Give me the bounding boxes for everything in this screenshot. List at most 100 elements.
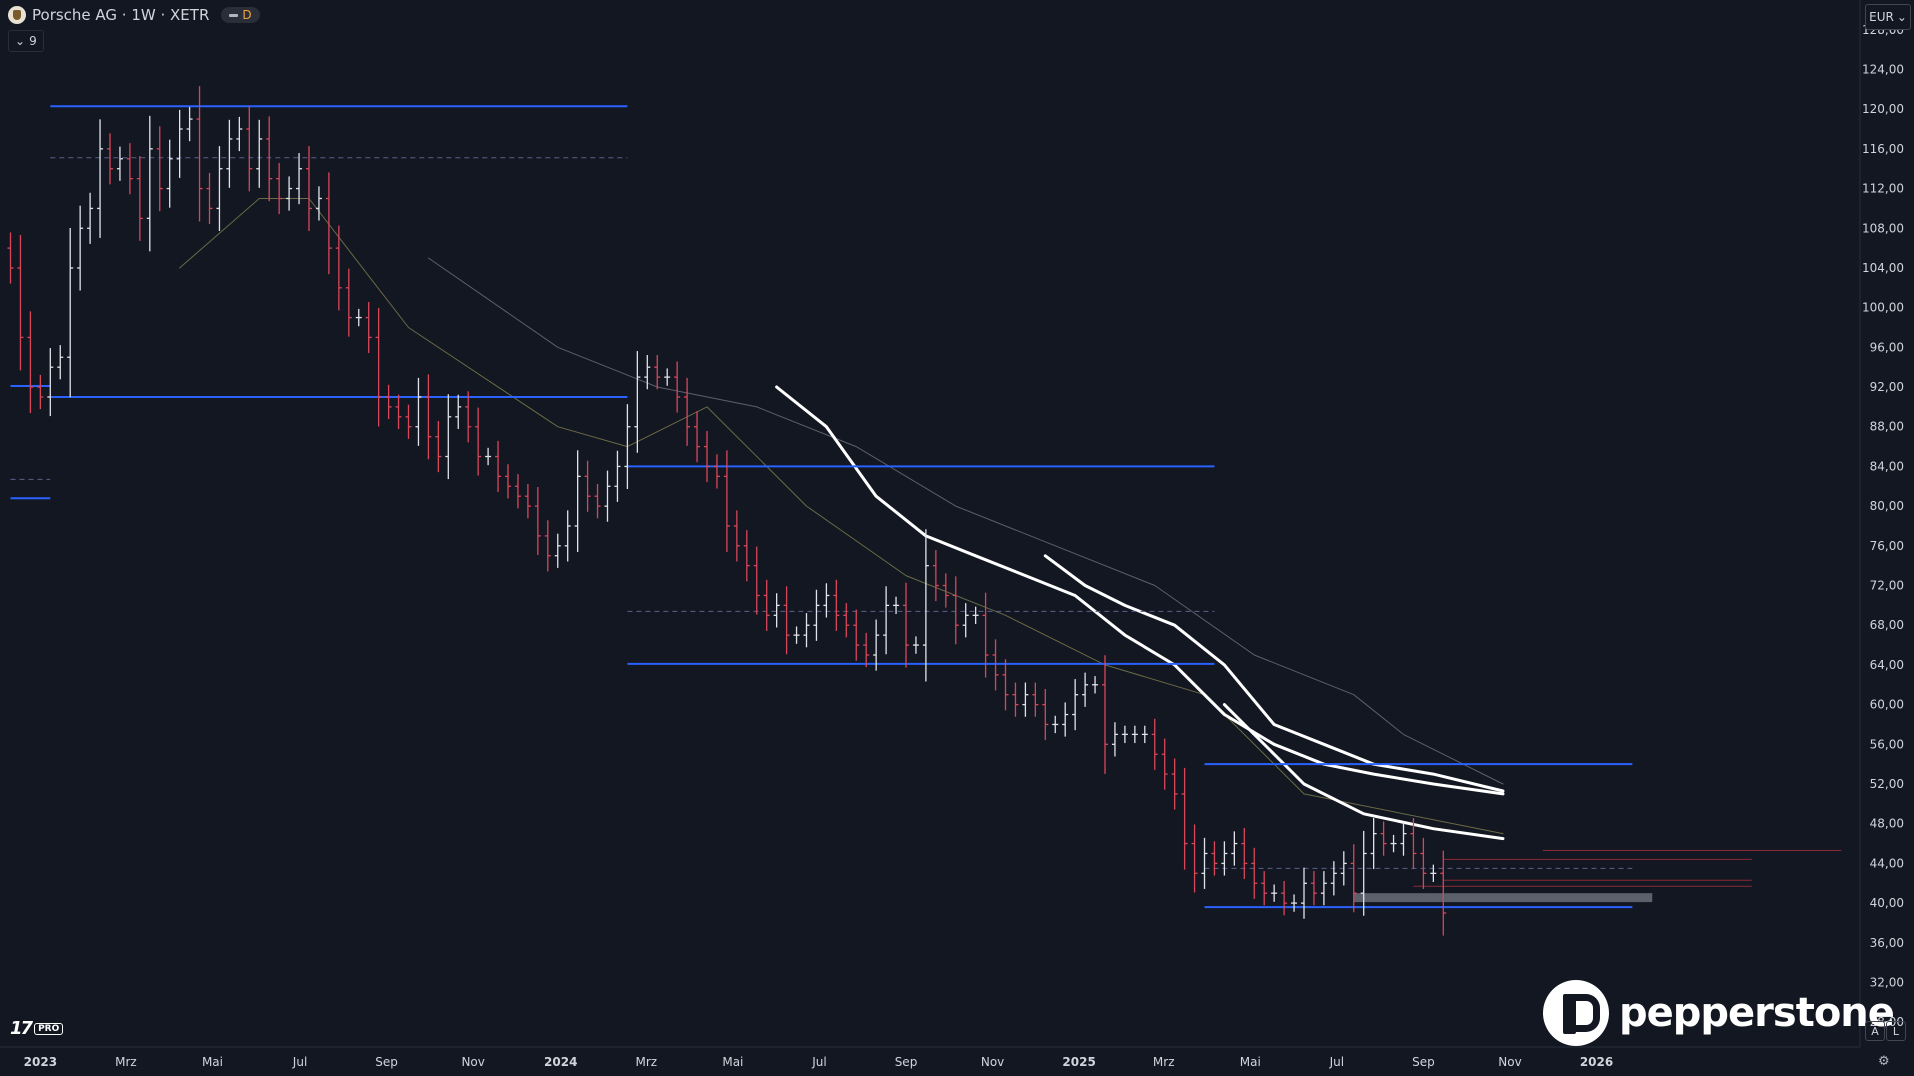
- time-tick-label: 2024: [544, 1055, 577, 1069]
- moving-average-line: [775, 385, 1505, 796]
- ohlc-bar: [7, 232, 14, 284]
- time-tick-label: Nov: [981, 1055, 1004, 1069]
- ohlc-bar: [1420, 837, 1427, 889]
- ohlc-bar: [395, 394, 402, 429]
- ohlc-bar: [116, 146, 123, 181]
- ohlc-bar: [1251, 847, 1258, 899]
- time-tick-label: Mai: [1240, 1055, 1261, 1069]
- ohlc-bar: [992, 639, 999, 691]
- ohlc-bar: [1111, 722, 1118, 757]
- log-scale-label: L: [1892, 1024, 1900, 1038]
- ohlc-bar: [1330, 861, 1337, 896]
- gear-icon[interactable]: ⚙: [1878, 1054, 1890, 1069]
- price-tick-label: 68,00: [1870, 618, 1904, 632]
- ohlc-bar: [743, 530, 750, 582]
- ohlc-bar: [256, 119, 263, 188]
- ohlc-bar: [1191, 824, 1198, 893]
- ohlc-bar: [684, 377, 691, 446]
- ohlc-bar: [37, 374, 44, 410]
- ohlc-bar: [1121, 725, 1128, 744]
- price-tick-label: 76,00: [1870, 539, 1904, 553]
- ohlc-bar: [614, 450, 621, 502]
- interval-badge[interactable]: D: [221, 7, 260, 23]
- price-tick-label: 72,00: [1870, 579, 1904, 593]
- range-box: [1353, 893, 1653, 903]
- ohlc-bar: [1390, 834, 1397, 853]
- ohlc-bar: [982, 592, 989, 678]
- time-tick-label: Mrz: [1153, 1055, 1175, 1069]
- ohlc-bar: [1042, 688, 1049, 741]
- ohlc-bar: [584, 460, 591, 512]
- ohlc-bar: [1241, 827, 1248, 880]
- ohlc-bar: [1201, 837, 1208, 889]
- ohlc-bar: [1082, 672, 1089, 707]
- ohlc-bar: [57, 345, 64, 380]
- ohlc-bar: [226, 119, 233, 188]
- time-tick-label: Jul: [811, 1055, 826, 1069]
- price-tick-label: 32,00: [1870, 975, 1904, 989]
- ohlc-bar: [1261, 871, 1268, 906]
- time-tick-label: Mai: [722, 1055, 743, 1069]
- ohlc-bar: [1410, 817, 1417, 870]
- ohlc-bar: [77, 205, 84, 291]
- ohlc-bar: [972, 606, 979, 624]
- ohlc-bar: [385, 384, 392, 420]
- currency-button[interactable]: EUR ⌄: [1865, 4, 1911, 30]
- ohlc-bar: [126, 143, 133, 195]
- tradingview-logo[interactable]: 17 PRO: [10, 1018, 64, 1039]
- auto-scale-button[interactable]: A: [1865, 1021, 1885, 1041]
- ohlc-bar: [942, 573, 949, 608]
- price-tick-label: 96,00: [1870, 340, 1904, 354]
- time-tick-label: Sep: [375, 1055, 398, 1069]
- symbol-header[interactable]: Porsche AG · 1W · XETR D: [8, 6, 260, 24]
- ohlc-bar: [783, 586, 790, 655]
- ohlc-bar: [1440, 850, 1447, 936]
- price-tick-label: 56,00: [1870, 737, 1904, 751]
- ohlc-bar: [674, 361, 681, 413]
- ohlc-bar: [1012, 682, 1019, 717]
- ohlc-bar: [922, 529, 929, 682]
- ohlc-bar: [773, 593, 780, 628]
- time-tick-label: 2023: [24, 1055, 57, 1069]
- ohlc-bar: [276, 163, 283, 215]
- ohlc-bar: [704, 430, 710, 483]
- ohlc-bar: [594, 484, 601, 519]
- interval-badge-label: D: [242, 8, 252, 22]
- price-tick-label: 92,00: [1870, 380, 1904, 394]
- chevron-down-icon: ⌄: [15, 34, 26, 48]
- ohlc-bar: [47, 348, 54, 417]
- ohlc-bar: [146, 115, 153, 252]
- price-tick-label: 40,00: [1870, 896, 1904, 910]
- minus-icon: [229, 13, 239, 17]
- ohlc-bar: [733, 510, 740, 562]
- ohlc-bar: [763, 579, 770, 631]
- ohlc-bar: [1161, 738, 1168, 790]
- ohlc-bar: [485, 447, 492, 466]
- ohlc-bar: [952, 576, 959, 645]
- ohlc-bar: [27, 311, 34, 414]
- indicator-toggle[interactable]: ⌄ 9: [8, 30, 44, 52]
- time-tick-label: Nov: [461, 1055, 484, 1069]
- ohlc-bar: [1301, 867, 1307, 919]
- ohlc-bar: [1430, 864, 1437, 883]
- ohlc-bar: [415, 377, 422, 446]
- ohlc-bar: [823, 583, 830, 618]
- ohlc-bar: [574, 450, 581, 553]
- symbol-title[interactable]: Porsche AG · 1W · XETR: [32, 6, 210, 24]
- moving-average-line: [1043, 554, 1505, 793]
- ohlc-bar: [813, 589, 820, 641]
- auto-scale-label: A: [1871, 1024, 1879, 1038]
- ohlc-bar: [564, 510, 571, 562]
- ohlc-bar: [475, 407, 482, 476]
- ohlc-bar: [17, 234, 24, 371]
- ohlc-bar: [345, 268, 352, 337]
- currency-label: EUR: [1869, 10, 1894, 24]
- ohlc-bar: [534, 487, 541, 556]
- ohlc-bar: [495, 440, 502, 492]
- log-scale-button[interactable]: L: [1886, 1021, 1906, 1041]
- tv-logo-mark: 17: [10, 1018, 33, 1039]
- ohlc-bar: [604, 470, 611, 522]
- ohlc-bar: [554, 533, 561, 568]
